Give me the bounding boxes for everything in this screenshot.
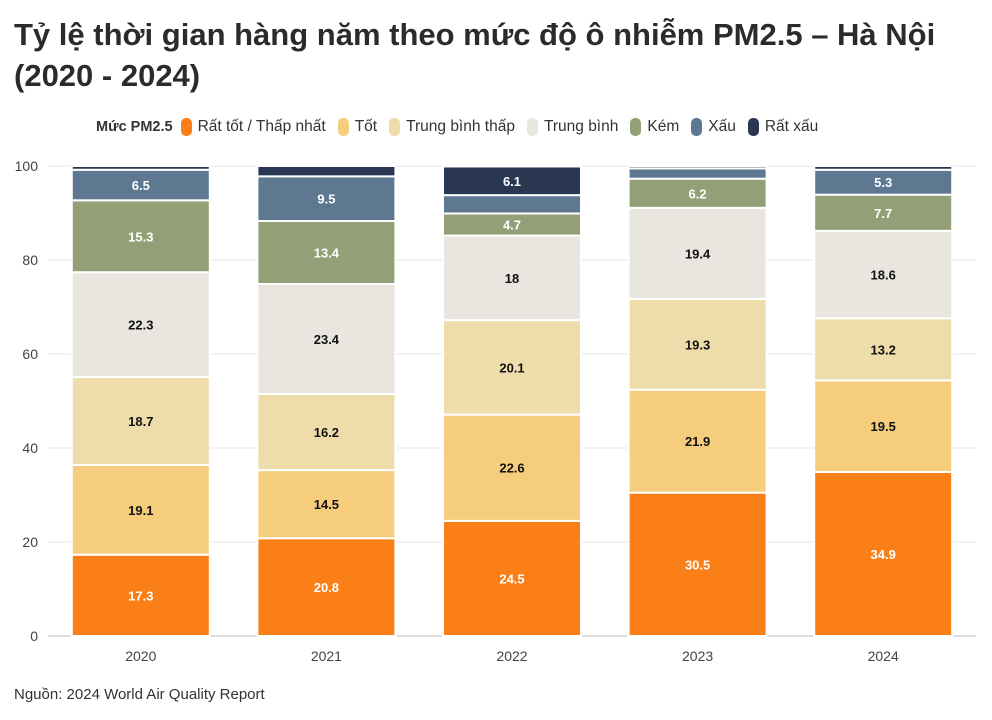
bar-segment: [70, 168, 211, 202]
data-label: 20.1: [499, 360, 524, 375]
bar-segment: [256, 282, 397, 395]
data-label: 6.1: [503, 174, 521, 189]
bar-segment: [627, 206, 768, 301]
legend-label: Xấu: [708, 118, 736, 135]
x-tick-label: 2024: [868, 648, 899, 664]
bar-segment: [442, 165, 582, 197]
legend-label: Trung bình: [543, 118, 619, 135]
bar-segment: [813, 229, 954, 320]
data-label: 4.7: [503, 218, 521, 233]
y-tick-label: 80: [22, 252, 38, 268]
data-label: 22.3: [128, 318, 153, 333]
x-tick-label: 2020: [125, 648, 156, 664]
bar-segment: [256, 469, 397, 540]
data-label: 13.4: [314, 245, 340, 260]
bar-segment: [442, 519, 582, 638]
legend-item-trung-binh: Trung bình: [526, 118, 619, 136]
legend-title: Mức PM2.5: [96, 119, 173, 135]
bar-segment: [627, 298, 768, 391]
data-label: 9.5: [317, 192, 335, 207]
y-tick-label: 0: [30, 628, 38, 644]
bar-segment: [813, 193, 954, 232]
data-label: 13.2: [871, 342, 896, 357]
data-label: 30.5: [685, 557, 710, 572]
data-label: 20.8: [314, 580, 339, 595]
legend-swatch: [691, 118, 703, 136]
bar-segment: [70, 553, 211, 637]
data-label: 21.9: [685, 434, 710, 449]
bar-segment: [256, 537, 397, 637]
data-label: 5.3: [874, 175, 892, 190]
legend-swatch: [747, 118, 759, 136]
legend-label: Trung bình thấp: [406, 118, 515, 135]
bar-segment: [813, 470, 954, 637]
bar-segment: [627, 388, 768, 494]
bar-segment: [442, 319, 582, 416]
bar-segment: [813, 168, 954, 196]
data-label: 19.1: [128, 503, 153, 518]
bar-segment: [813, 165, 954, 171]
x-tick-label: 2023: [682, 648, 713, 664]
legend-item-kem: Kém: [630, 118, 679, 136]
legend-label: Rất tốt / Thấp nhất: [197, 118, 326, 135]
data-label: 23.4: [314, 332, 340, 347]
data-label: 22.6: [499, 461, 524, 476]
x-tick-label: 2022: [496, 648, 527, 664]
legend-label: Kém: [647, 118, 680, 135]
y-tick-label: 20: [22, 534, 38, 550]
legend-swatch: [630, 118, 642, 136]
bar-segment: [627, 177, 768, 209]
data-label: 18.6: [871, 268, 896, 283]
legend-item-xau: Xấu: [691, 118, 736, 136]
data-label: 34.9: [871, 547, 896, 562]
legend-item-tot: Tốt: [337, 118, 378, 136]
bar-segment: [70, 165, 211, 171]
data-label: 7.7: [874, 206, 892, 221]
legend-label: Tốt: [354, 118, 378, 135]
x-tick-label: 2021: [311, 648, 342, 664]
bar-segment: [813, 379, 954, 473]
data-label: 16.2: [314, 425, 339, 440]
legend: Mức PM2.5 Rất tốt / Thấp nhất Tốt Trung …: [96, 116, 830, 138]
bar-segment: [442, 413, 582, 522]
legend-swatch: [180, 118, 192, 136]
data-label: 19.3: [685, 337, 710, 352]
data-label: 18.7: [128, 414, 153, 429]
bar-segment: [256, 219, 397, 285]
data-label: 18: [505, 271, 519, 286]
data-label: 15.3: [128, 229, 153, 244]
legend-swatch: [526, 118, 538, 136]
bar-segment: [627, 491, 768, 637]
data-label: 14.5: [314, 497, 339, 512]
bar-segment: [813, 317, 954, 382]
legend-item-rat-xau: Rất xấu: [747, 118, 819, 136]
legend-item-trung-binh-thap: Trung bình thấp: [389, 118, 515, 136]
bar-segment: [442, 194, 582, 215]
bar-segment: [256, 392, 397, 472]
chart-title: Tỷ lệ thời gian hàng năm theo mức độ ô n…: [14, 17, 936, 93]
bar-segment: [442, 234, 582, 322]
data-label: 6.5: [132, 178, 150, 193]
data-label: 24.5: [499, 571, 524, 586]
source-note: Nguồn: 2024 World Air Quality Report: [14, 686, 265, 703]
legend-label: Rất xấu: [764, 118, 819, 135]
y-tick-label: 100: [15, 158, 39, 174]
bar-segment: [627, 167, 768, 180]
bar-segment: [70, 376, 211, 466]
legend-swatch: [337, 118, 349, 136]
bar-segment: [70, 463, 211, 556]
data-label: 19.4: [685, 246, 711, 261]
stacked-bar-chart: 0 20 40 60 80 100 17.3 19.1 18.7 22.3 15.3 6.5 2020 2…: [15, 158, 976, 664]
data-label: 17.3: [128, 588, 153, 603]
data-label: 6.2: [689, 186, 707, 201]
data-label: 19.5: [871, 419, 896, 434]
legend-swatch: [389, 118, 401, 136]
bar-segment: [256, 165, 397, 178]
bar-segment: [70, 199, 211, 274]
y-tick-label: 60: [22, 346, 38, 362]
legend-item-rat-tot: Rất tốt / Thấp nhất: [180, 118, 326, 136]
bar-segment: [627, 165, 768, 170]
y-tick-label: 40: [22, 440, 38, 456]
